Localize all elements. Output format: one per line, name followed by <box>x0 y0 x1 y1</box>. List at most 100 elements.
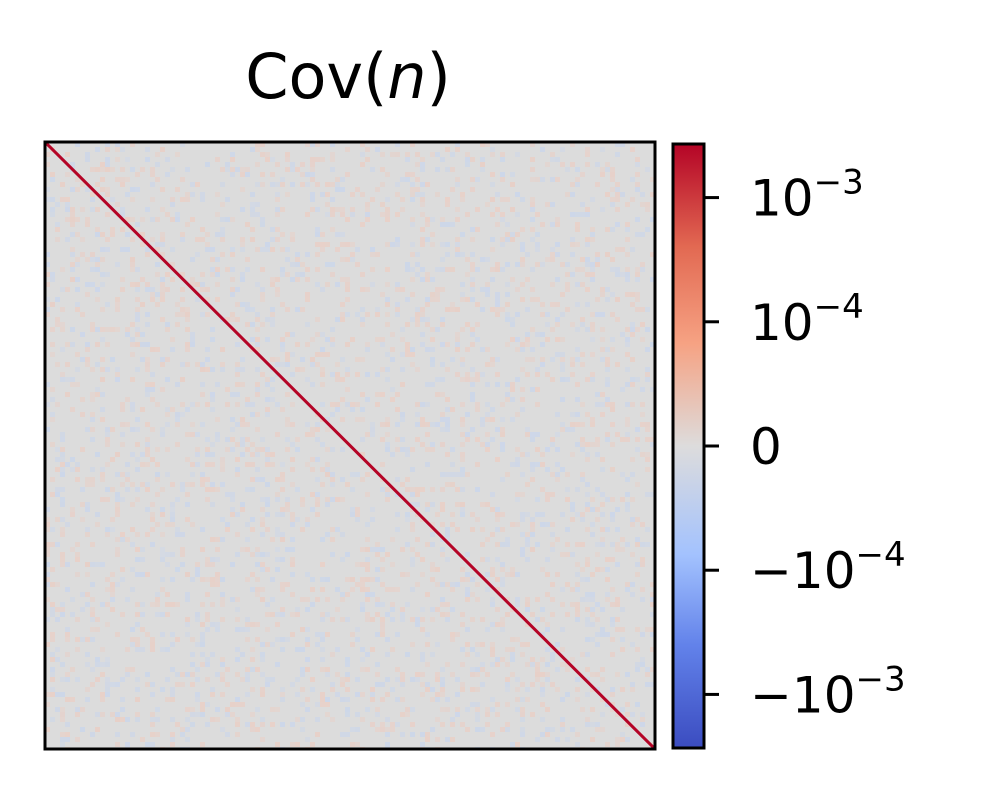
heatmap-cell <box>465 432 470 437</box>
heatmap-cell <box>410 172 415 177</box>
heatmap-cell <box>265 612 270 617</box>
heatmap-cell <box>630 592 635 597</box>
heatmap-cell <box>160 577 165 582</box>
heatmap-cell <box>475 462 480 467</box>
heatmap-cell <box>90 267 95 272</box>
heatmap-cell <box>50 612 55 617</box>
heatmap-cell <box>315 352 320 357</box>
heatmap-cell <box>590 597 595 602</box>
heatmap-cell <box>125 487 130 492</box>
heatmap-cell <box>320 562 325 567</box>
heatmap-cell <box>640 662 645 667</box>
heatmap-cell <box>385 377 390 382</box>
heatmap-cell <box>85 662 90 667</box>
heatmap-cell <box>250 147 255 152</box>
heatmap-cell <box>360 287 365 292</box>
heatmap-cell <box>225 682 230 687</box>
heatmap-cell <box>295 517 300 522</box>
heatmap-cell <box>115 262 120 267</box>
heatmap-cell <box>415 617 420 622</box>
heatmap-cell <box>45 547 50 552</box>
heatmap-cell <box>600 467 605 472</box>
heatmap-cell <box>585 652 590 657</box>
heatmap-cell <box>515 677 520 682</box>
heatmap-cell <box>140 342 145 347</box>
heatmap-cell <box>255 392 260 397</box>
heatmap-cell <box>440 257 445 262</box>
heatmap-cell <box>625 582 630 587</box>
heatmap-cell <box>100 392 105 397</box>
heatmap-cell <box>375 682 380 687</box>
heatmap-cell <box>350 577 355 582</box>
heatmap-cell <box>525 252 530 257</box>
heatmap-cell <box>170 202 175 207</box>
heatmap-cell <box>575 512 580 517</box>
heatmap-cell <box>400 547 405 552</box>
heatmap-cell <box>330 372 335 377</box>
heatmap-cell <box>600 172 605 177</box>
heatmap-cell <box>240 417 245 422</box>
heatmap-cell <box>455 582 460 587</box>
heatmap-cell <box>275 612 280 617</box>
heatmap-cell <box>410 267 415 272</box>
heatmap-cell <box>365 472 370 477</box>
heatmap-cell <box>305 517 310 522</box>
heatmap-cell <box>105 247 110 252</box>
heatmap-cell <box>470 287 475 292</box>
heatmap-cell <box>515 377 520 382</box>
heatmap-cell <box>185 592 190 597</box>
heatmap-cell <box>500 197 505 202</box>
heatmap-cell <box>155 732 160 737</box>
heatmap-cell <box>525 357 530 362</box>
heatmap-cell <box>230 447 235 452</box>
heatmap-cell <box>465 727 470 732</box>
heatmap-cell <box>355 472 360 477</box>
heatmap-cell <box>220 367 225 372</box>
heatmap-cell <box>340 532 345 537</box>
heatmap-cell <box>375 147 380 152</box>
heatmap-cell <box>545 447 550 452</box>
heatmap-cell <box>510 567 515 572</box>
heatmap-cell <box>610 637 615 642</box>
heatmap-cell <box>630 517 635 522</box>
heatmap-cell <box>340 682 345 687</box>
heatmap-cell <box>90 207 95 212</box>
heatmap-cell <box>340 212 345 217</box>
heatmap-cell <box>500 577 505 582</box>
heatmap-cell <box>325 612 330 617</box>
heatmap-cell <box>350 587 355 592</box>
heatmap-cell <box>430 532 435 537</box>
heatmap-cell <box>530 517 535 522</box>
heatmap-cell <box>335 232 340 237</box>
heatmap-cell <box>530 657 535 662</box>
heatmap-cell <box>635 277 640 282</box>
heatmap-cell <box>515 597 520 602</box>
heatmap-cell <box>310 357 315 362</box>
heatmap-cell <box>645 347 650 352</box>
heatmap-cell <box>550 247 555 252</box>
heatmap-cell <box>205 677 210 682</box>
heatmap-cell <box>460 432 465 437</box>
heatmap-cell <box>515 697 520 702</box>
heatmap-cell <box>475 372 480 377</box>
heatmap-cell <box>420 732 425 737</box>
heatmap-cell <box>545 257 550 262</box>
heatmap-cell <box>225 437 230 442</box>
heatmap-cell <box>270 642 275 647</box>
heatmap-cell <box>260 292 265 297</box>
heatmap-cell <box>80 592 85 597</box>
heatmap-cell <box>220 182 225 187</box>
heatmap-cell <box>220 252 225 257</box>
heatmap-cell <box>215 417 220 422</box>
heatmap-cell <box>90 257 95 262</box>
heatmap-cell <box>415 262 420 267</box>
heatmap-cell <box>300 497 305 502</box>
heatmap-cell <box>295 487 300 492</box>
heatmap-cell <box>600 537 605 542</box>
heatmap-cell <box>165 697 170 702</box>
heatmap-cell <box>345 242 350 247</box>
heatmap-cell <box>220 577 225 582</box>
heatmap-cell <box>165 447 170 452</box>
heatmap-cell <box>495 577 500 582</box>
heatmap-cell <box>470 252 475 257</box>
